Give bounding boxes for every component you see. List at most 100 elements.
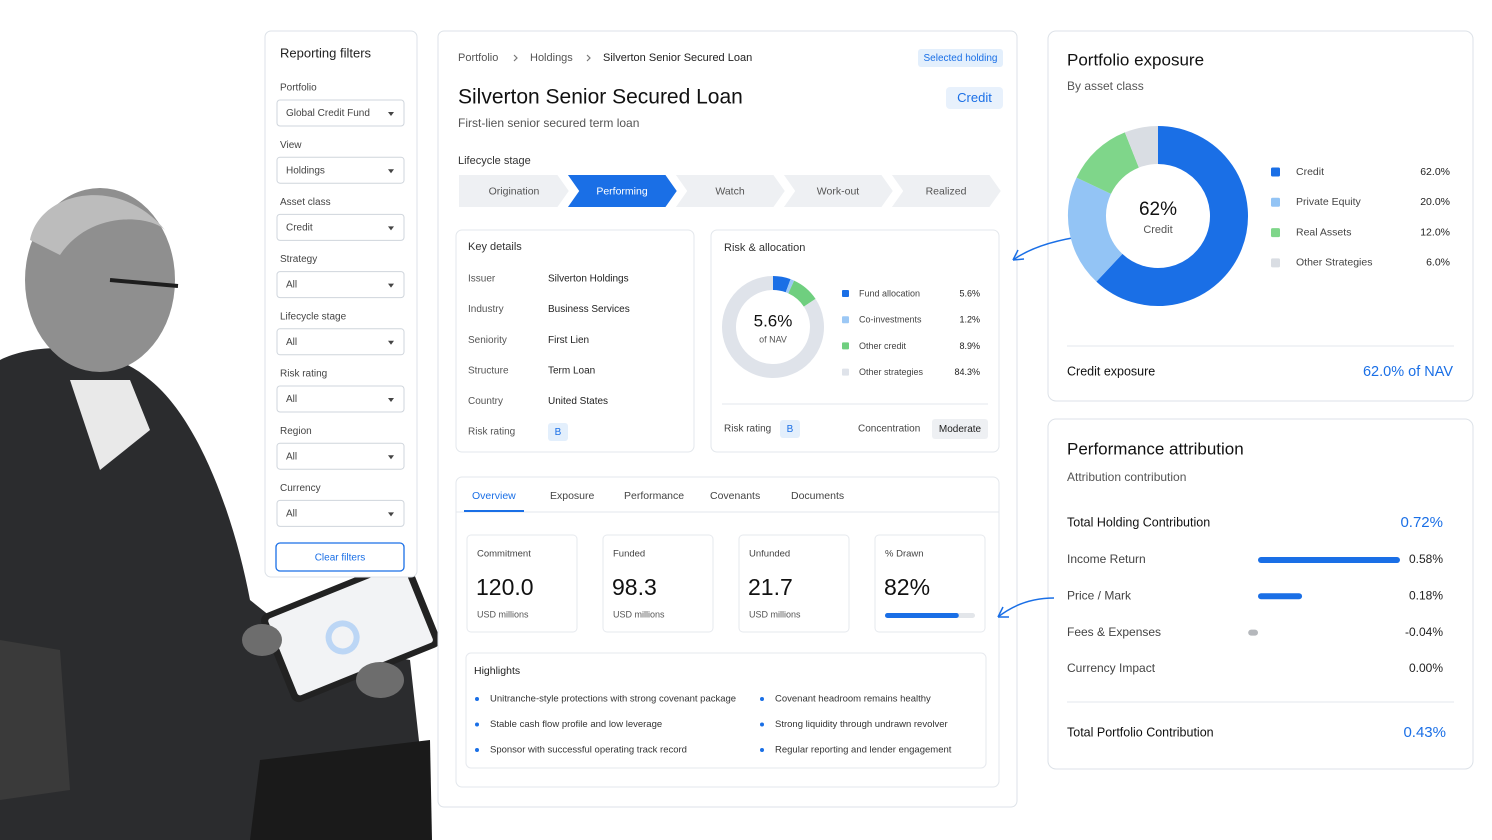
concentration-badge-bg <box>932 419 988 439</box>
dropdown-caret <box>388 398 394 402</box>
detail-value: Business Services <box>548 304 630 315</box>
filter-value: Holdings <box>286 165 325 176</box>
attribution-bar <box>1248 629 1258 636</box>
legend-swatch <box>1271 228 1280 238</box>
highlight-item: Stable cash flow profile and low leverag… <box>490 719 662 730</box>
detail-label: Structure <box>468 365 509 376</box>
tab[interactable]: Overview <box>472 490 516 502</box>
donut-segment <box>1068 177 1124 282</box>
legend-swatch <box>1271 258 1280 268</box>
metric-label: % Drawn <box>885 549 924 560</box>
donut-segment <box>1076 132 1140 195</box>
dropdown-caret <box>388 512 394 517</box>
filters-title: Reporting filters <box>280 45 372 60</box>
tab[interactable]: Covenants <box>710 490 760 502</box>
detail-value: United States <box>548 396 608 407</box>
highlights-title: Highlights <box>474 665 520 677</box>
lifecycle-stage-label: Realized <box>926 185 967 197</box>
legend-value: 12.0% <box>1420 226 1450 238</box>
dropdown-caret <box>388 340 394 345</box>
attribution-bar <box>1258 557 1400 563</box>
donut-segment <box>788 280 816 307</box>
panel-subtitle: By asset class <box>1067 79 1144 93</box>
donut-center-label: Credit <box>1143 224 1172 236</box>
selected-badge: Selected holding <box>924 53 998 64</box>
panel-title: Portfolio exposure <box>1067 50 1204 69</box>
highlight-item: Covenant headroom remains healthy <box>775 694 931 705</box>
clear-filters-button[interactable] <box>275 542 405 572</box>
tag-bg <box>946 87 1003 109</box>
detail-value: Term Loan <box>548 365 595 376</box>
legend-label: Other credit <box>859 341 907 351</box>
legend-label: Other Strategies <box>1296 257 1372 269</box>
lifecycle-stage <box>564 173 680 209</box>
filter-dropdown[interactable] <box>276 271 405 299</box>
footer-value: 62.0% of NAV <box>1363 364 1453 380</box>
risk-card <box>710 229 1000 453</box>
metric-label: Unfunded <box>749 549 790 560</box>
filter-label: View <box>280 140 302 151</box>
panel-title: Performance attribution <box>1067 439 1244 458</box>
lifecycle-stage <box>457 173 572 209</box>
rating-badge-bg <box>780 420 800 438</box>
tab[interactable]: Performance <box>624 490 684 502</box>
lifecycle-stage <box>780 173 896 209</box>
dropdown-caret <box>388 112 394 116</box>
risk-rating-badge: B <box>555 427 562 438</box>
badge-bg <box>918 49 1003 67</box>
card-title: Key details <box>468 241 522 253</box>
filter-dropdown[interactable] <box>276 213 405 241</box>
filter-dropdown[interactable] <box>276 499 405 527</box>
legend-value: 1.2% <box>959 315 980 325</box>
attribution-value: 0.58% <box>1409 552 1443 566</box>
legend-swatch <box>1271 167 1280 177</box>
filter-dropdown[interactable] <box>276 385 405 413</box>
metric-unit: USD millions <box>477 609 529 619</box>
legend-value: 8.9% <box>959 341 980 351</box>
lifecycle-label: Lifecycle stage <box>458 155 531 167</box>
detail-label: Issuer <box>468 274 496 285</box>
bullet <box>760 697 764 701</box>
attribution-label: Currency Impact <box>1067 661 1156 675</box>
filter-dropdown[interactable] <box>276 328 405 356</box>
lifecycle-stage-label: Work-out <box>817 185 859 197</box>
highlight-item: Regular reporting and lender engagement <box>775 745 952 756</box>
person-illustration <box>0 188 441 840</box>
metric-value: 98.3 <box>612 574 657 600</box>
concentration-badge: Moderate <box>939 424 982 435</box>
filter-label: Strategy <box>280 254 317 265</box>
filter-value: All <box>286 451 297 462</box>
donut-segment <box>1124 126 1159 168</box>
legend-label: Private Equity <box>1296 196 1362 208</box>
breadcrumb-item: Holdings <box>530 52 573 64</box>
breadcrumb-item: Portfolio <box>458 52 498 64</box>
concentration-label: Concentration <box>858 424 920 435</box>
filter-dropdown[interactable] <box>276 156 405 184</box>
progress-bar <box>885 613 959 618</box>
tab[interactable]: Documents <box>791 490 844 502</box>
legend-label: Other strategies <box>859 367 924 377</box>
lifecycle-stage-label: Origination <box>489 185 540 197</box>
highlights-card <box>465 652 987 769</box>
filter-dropdown[interactable] <box>276 99 405 127</box>
footer-label: Credit exposure <box>1067 364 1155 378</box>
filter-value: All <box>286 280 297 291</box>
breadcrumb-item: Silverton Senior Secured Loan <box>603 52 752 64</box>
tab[interactable]: Exposure <box>550 490 595 502</box>
filter-dropdown[interactable] <box>276 442 405 470</box>
filter-value: Global Credit Fund <box>286 108 370 119</box>
bullet <box>760 748 764 752</box>
attribution-value: 0.18% <box>1409 588 1443 602</box>
bullet <box>475 748 479 752</box>
filter-value: All <box>286 337 297 348</box>
attribution-label: Fees & Expenses <box>1067 625 1161 639</box>
lifecycle-stage-label: Performing <box>596 185 648 197</box>
legend-value: 84.3% <box>954 367 980 377</box>
key-details-card <box>455 229 695 453</box>
detail-label: Country <box>468 396 503 407</box>
dropdown-caret <box>388 283 394 288</box>
holding-subtitle: First-lien senior secured term loan <box>458 116 639 130</box>
metric-card <box>738 534 850 633</box>
legend-value: 5.6% <box>959 288 980 298</box>
